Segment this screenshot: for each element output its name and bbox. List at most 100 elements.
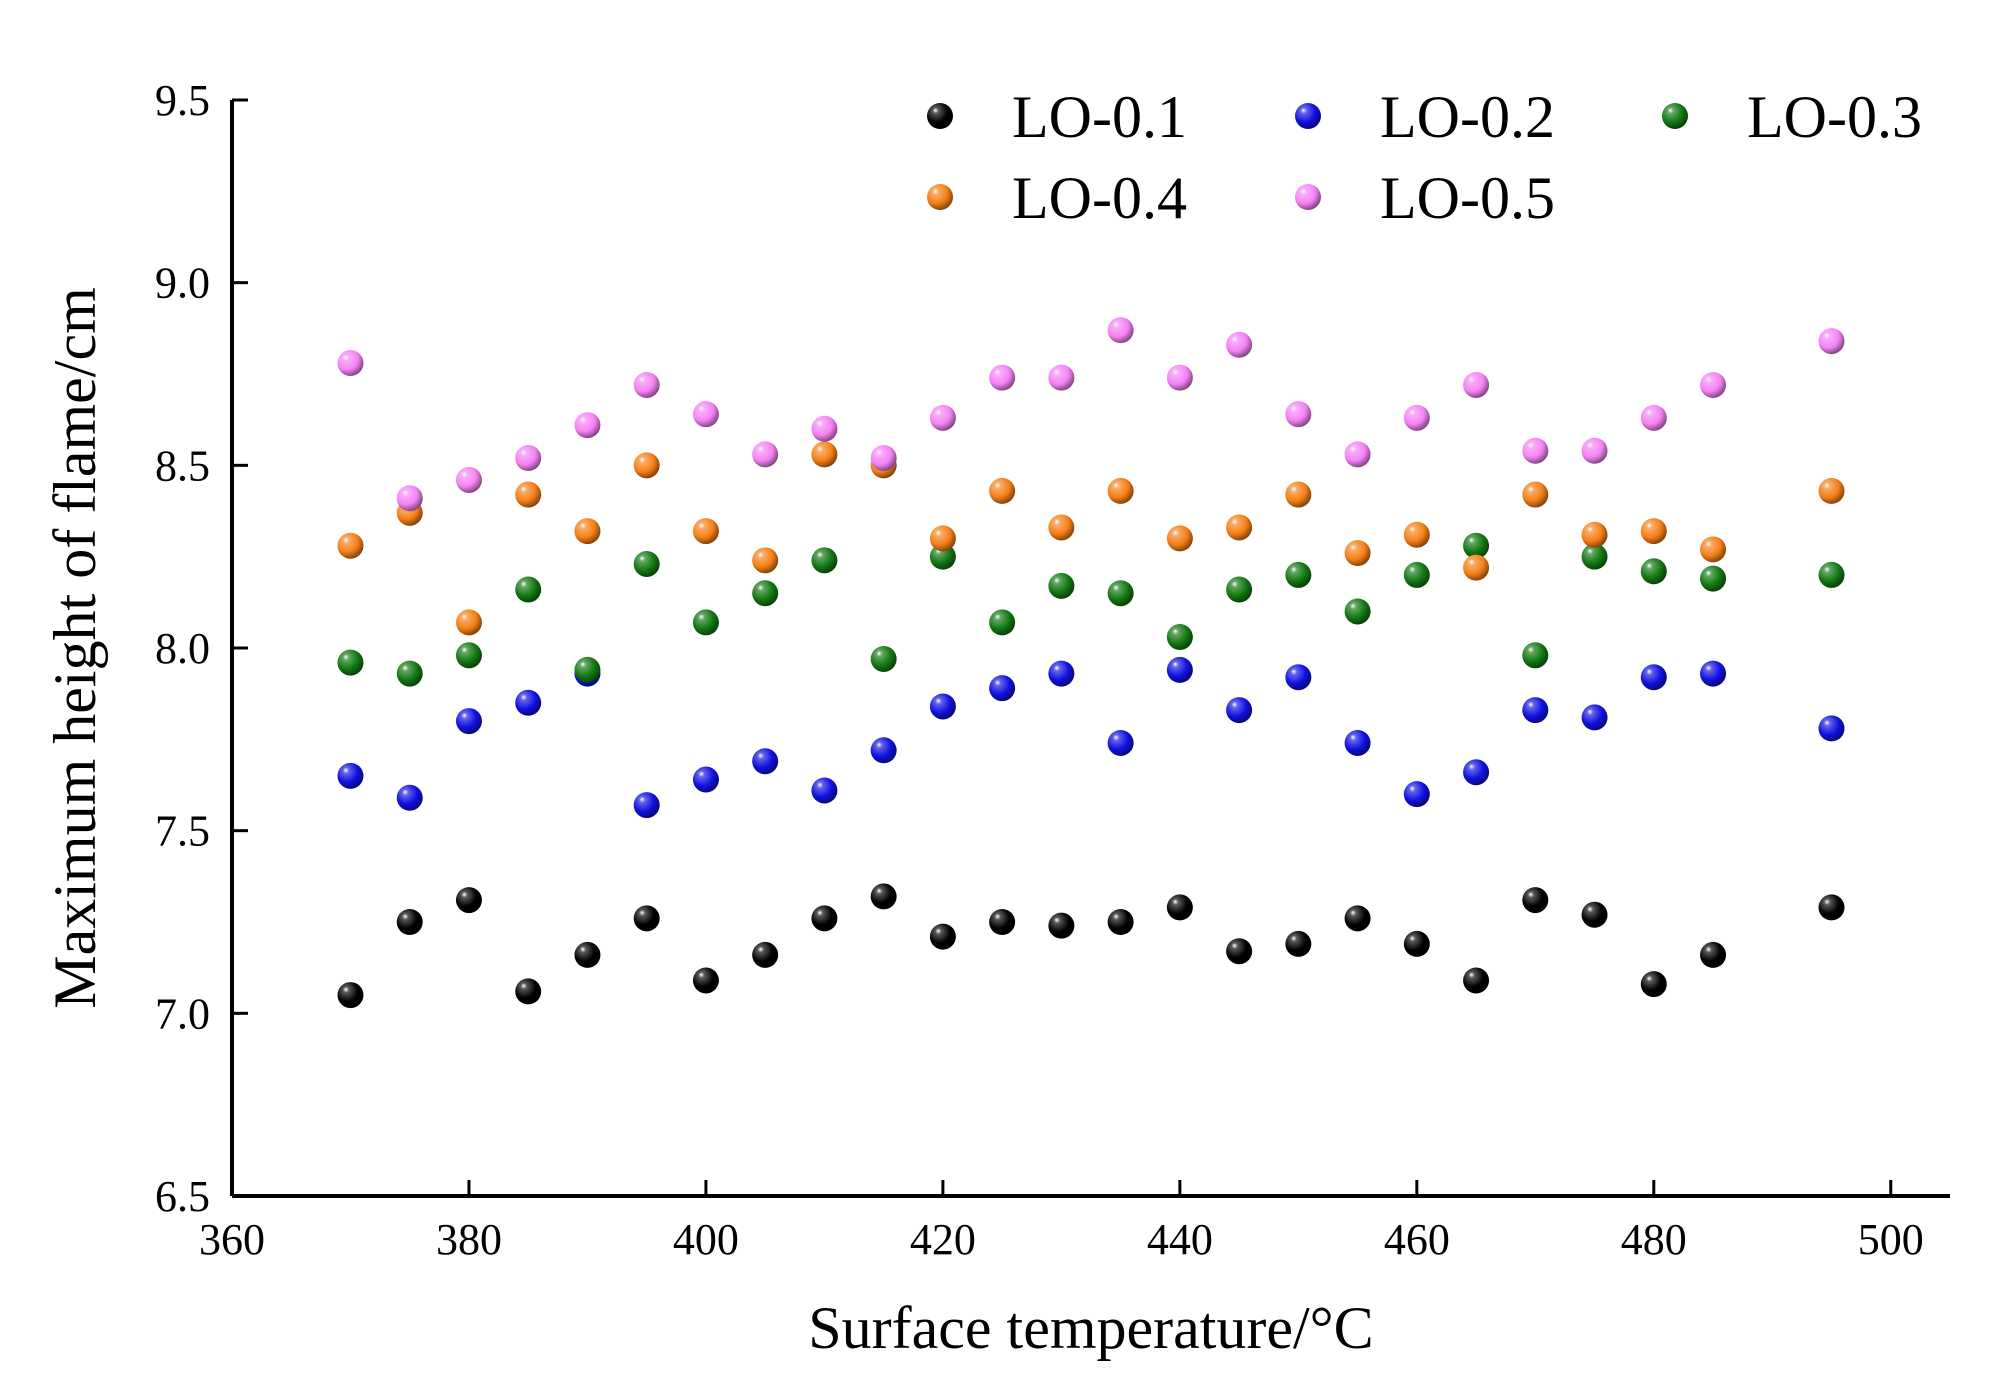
x-tick-label: 420 — [910, 1215, 976, 1264]
data-point — [1700, 565, 1727, 592]
data-point — [337, 649, 364, 676]
x-axis-title: Surface temperature/°C — [808, 1295, 1373, 1361]
data-point — [1640, 404, 1667, 431]
data-point — [574, 941, 601, 968]
data-point — [633, 550, 660, 577]
data-point — [1048, 572, 1075, 599]
data-point — [1581, 521, 1608, 548]
x-tick-label: 400 — [673, 1215, 739, 1264]
data-point — [1107, 317, 1134, 344]
y-tick-label: 9.5 — [155, 76, 210, 125]
data-point — [870, 445, 897, 472]
y-tick-label: 9.0 — [155, 259, 210, 308]
legend-label: LO-0.1 — [1012, 84, 1187, 150]
data-point — [1048, 514, 1075, 541]
data-point — [1048, 660, 1075, 687]
data-point — [574, 518, 601, 545]
data-point — [1107, 729, 1134, 756]
data-point — [1522, 481, 1549, 508]
data-point — [1226, 938, 1253, 965]
data-point — [633, 792, 660, 819]
data-point — [692, 401, 719, 428]
data-point — [929, 404, 956, 431]
legend-label: LO-0.2 — [1380, 84, 1555, 150]
x-tick-label: 440 — [1147, 1215, 1213, 1264]
legend-marker — [1662, 103, 1688, 129]
y-tick-label: 7.0 — [155, 989, 210, 1038]
data-point — [633, 905, 660, 932]
data-point — [1226, 514, 1253, 541]
data-point — [989, 909, 1016, 935]
data-point — [989, 364, 1016, 391]
data-point — [1818, 715, 1845, 742]
data-point — [1463, 371, 1490, 398]
data-point — [752, 441, 779, 468]
data-point — [692, 609, 719, 636]
x-tick-label: 460 — [1384, 1215, 1450, 1264]
data-point — [1285, 930, 1312, 957]
axes: 360 380 400 420 440 460 480 500 6.5 7.0 7.5 8.0 8.5 9… — [42, 76, 1950, 1361]
legend-label: LO-0.4 — [1012, 165, 1187, 231]
data-point — [929, 923, 956, 950]
data-point — [752, 941, 779, 968]
series-LO-0.4 — [337, 441, 1845, 636]
data-point — [515, 481, 542, 508]
data-point — [811, 547, 838, 574]
data-point — [455, 887, 482, 914]
data-point — [692, 518, 719, 545]
y-tick-label: 6.5 — [155, 1172, 210, 1221]
data-point — [1818, 561, 1845, 588]
data-point — [455, 708, 482, 735]
data-point — [633, 452, 660, 479]
data-point — [1285, 401, 1312, 428]
data-point — [1581, 901, 1608, 928]
data-point — [870, 645, 897, 672]
data-point — [1640, 558, 1667, 585]
data-point — [1463, 554, 1490, 581]
series-LO-0.2 — [337, 656, 1845, 819]
data-point — [1344, 905, 1371, 932]
data-point — [1344, 598, 1371, 625]
data-point — [1640, 971, 1667, 998]
data-point — [929, 525, 956, 552]
data-point — [396, 485, 423, 512]
data-point — [337, 350, 364, 377]
legend-marker — [1295, 103, 1321, 129]
data-point — [515, 689, 542, 716]
data-point — [989, 609, 1016, 636]
x-tick-label: 360 — [199, 1215, 265, 1264]
data-point — [811, 777, 838, 804]
data-point — [1640, 664, 1667, 691]
data-point — [1403, 521, 1430, 548]
data-point — [396, 909, 423, 935]
data-point — [1700, 941, 1727, 968]
data-point — [1403, 561, 1430, 588]
data-point — [1226, 331, 1253, 358]
data-point — [1107, 477, 1134, 504]
data-point — [1522, 437, 1549, 464]
series-LO-0.1 — [337, 883, 1845, 1009]
data-point — [1818, 328, 1845, 355]
data-point — [1403, 781, 1430, 808]
data-point — [1463, 759, 1490, 786]
data-point — [1166, 624, 1193, 651]
data-point — [989, 477, 1016, 504]
data-point — [870, 737, 897, 764]
data-point — [396, 784, 423, 811]
data-point — [1700, 371, 1727, 398]
data-point — [1048, 364, 1075, 391]
x-tick-label: 380 — [436, 1215, 502, 1264]
data-point — [811, 905, 838, 932]
legend-label: LO-0.3 — [1747, 84, 1922, 150]
data-point — [1463, 532, 1490, 559]
data-point — [337, 532, 364, 559]
data-point — [455, 466, 482, 493]
data-point — [633, 371, 660, 398]
data-point — [1700, 660, 1727, 687]
y-axis-title: Maximum height of flame/cm — [42, 287, 108, 1009]
data-point — [1048, 912, 1075, 939]
legend-label: LO-0.5 — [1380, 165, 1555, 231]
data-point — [515, 576, 542, 603]
y-tick-label: 7.5 — [155, 807, 210, 856]
